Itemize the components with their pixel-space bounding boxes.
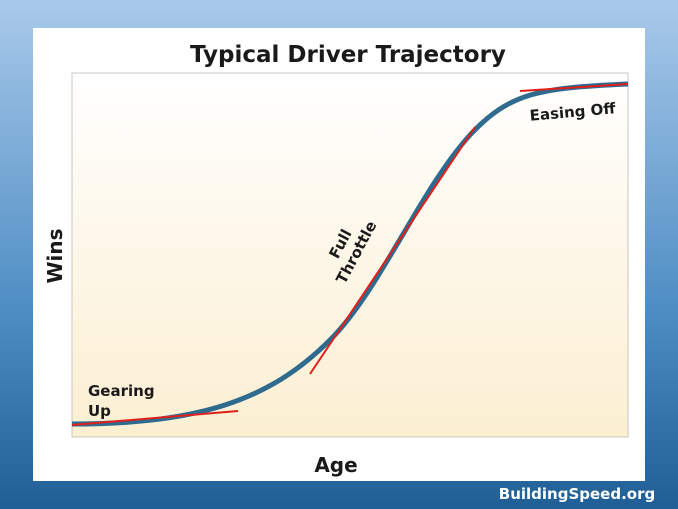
chart-title: Typical Driver Trajectory [190,42,506,68]
trajectory-curve [71,81,629,427]
watermark: BuildingSpeed.org [499,485,655,503]
annotation: Up [88,402,111,420]
tangent-line [519,83,629,92]
tangent-line [71,410,239,426]
plot-area [71,72,629,438]
x-axis-label: Age [314,453,357,477]
annotation: Gearing [88,382,155,400]
y-axis-label: Wins [43,228,67,283]
tangent-line [309,126,476,375]
